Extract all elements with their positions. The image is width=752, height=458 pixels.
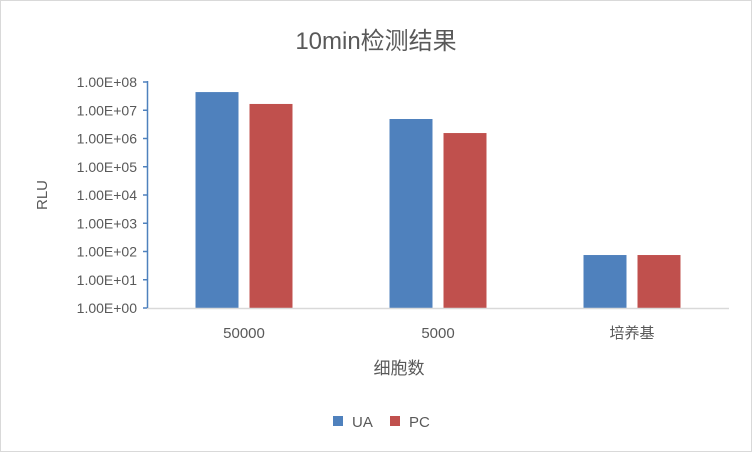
bar-UA-2 [583, 255, 627, 308]
legend-label-PC: PC [409, 414, 430, 431]
legend-swatch-UA [333, 416, 343, 426]
y-tick-label: 1.00E+04 [77, 187, 138, 203]
y-tick-label: 1.00E+06 [77, 131, 138, 147]
y-tick-label: 1.00E+08 [77, 74, 138, 90]
legend-label-UA: UA [352, 414, 373, 431]
y-tick-label: 1.00E+02 [77, 244, 138, 260]
x-tick-label: 50000 [223, 325, 265, 342]
bar-PC-2 [637, 255, 681, 308]
x-axis-label: 细胞数 [374, 359, 425, 378]
bar-PC-1 [443, 133, 487, 308]
y-tick-label: 1.00E+03 [77, 215, 138, 231]
y-tick-label: 1.00E+00 [77, 300, 138, 316]
bar-UA-1 [389, 119, 433, 309]
legend-swatch-PC [390, 416, 400, 426]
y-tick-label: 1.00E+05 [77, 159, 138, 175]
x-tick-label: 5000 [421, 325, 454, 342]
y-tick-label: 1.00E+07 [77, 102, 138, 118]
y-axis-label: RLU [34, 180, 51, 210]
y-tick-label: 1.00E+01 [77, 272, 138, 288]
bar-PC-0 [249, 103, 293, 309]
bar-UA-0 [195, 92, 239, 308]
chart-title: 10min检测结果 [295, 28, 456, 55]
x-tick-label: 培养基 [609, 325, 654, 342]
